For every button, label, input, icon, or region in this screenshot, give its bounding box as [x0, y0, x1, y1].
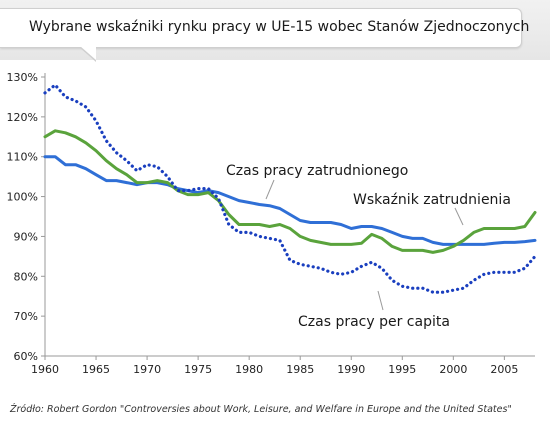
- x-tick-label: 1995: [388, 363, 416, 376]
- y-tick-label: 80%: [14, 270, 38, 283]
- series-label: Czas pracy zatrudnionego: [226, 163, 408, 179]
- y-tick-label: 110%: [7, 151, 38, 164]
- series-label-leader: [265, 179, 275, 200]
- x-tick-label: 1970: [133, 363, 161, 376]
- x-tick-label: 1985: [286, 363, 314, 376]
- y-tick-label: 130%: [7, 71, 38, 84]
- series-line: [43, 83, 537, 294]
- series-label: Czas pracy per capita: [298, 314, 450, 330]
- axes: 60% 70% 80% 90% 100% 110% 120% 130% 1960 1965 1970…: [7, 71, 535, 376]
- y-tick-label: 120%: [7, 111, 38, 124]
- title-callout-tail: [80, 46, 96, 60]
- series-labels: Czas pracy zatrudnionego Wskaźnik zatrudn…: [226, 163, 511, 330]
- x-tick-label: 1980: [235, 363, 263, 376]
- y-tick-label: 60%: [14, 350, 38, 363]
- x-tick-label: 2005: [490, 363, 518, 376]
- x-tick-label: 1960: [31, 363, 59, 376]
- title-callout: [0, 8, 522, 48]
- x-tick-label: 2000: [439, 363, 467, 376]
- series-line: [43, 155, 537, 246]
- source-note: Źródło: Robert Gordon "Controversies abo…: [10, 404, 512, 415]
- series-label-leader: [377, 290, 384, 311]
- y-tick-label: 70%: [14, 310, 38, 323]
- series-layer: [43, 83, 537, 294]
- series-line: [43, 129, 537, 254]
- y-tick-label: 100%: [7, 191, 38, 204]
- x-tick-label: 1965: [82, 363, 110, 376]
- chart-title: Wybrane wskaźniki rynku pracy w UE-15 wo…: [29, 19, 530, 35]
- x-tick-label: 1975: [184, 363, 212, 376]
- x-tick-label: 1990: [337, 363, 365, 376]
- y-tick-label: 90%: [14, 230, 38, 243]
- line-chart: 60% 70% 80% 90% 100% 110% 120% 130% 1960 1965 1970…: [7, 71, 537, 376]
- series-label: Wskaźnik zatrudnienia: [353, 192, 511, 208]
- series-label-leader: [454, 207, 464, 226]
